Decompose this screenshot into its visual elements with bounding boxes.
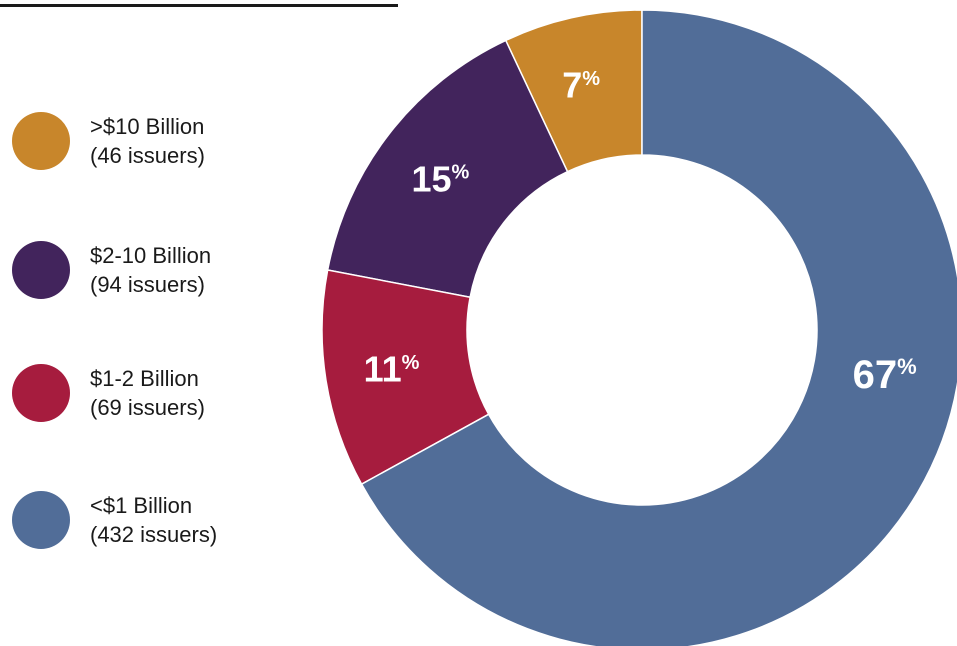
legend-item-1-2-billion: $1-2 Billion (69 issuers): [12, 364, 205, 422]
legend-swatch-gt-10-billion: [12, 112, 70, 170]
legend-item-2-10-billion: $2-10 Billion (94 issuers): [12, 241, 211, 299]
slice-label-1-2-billion: 11%: [364, 349, 420, 390]
slice-label-gt-10-billion: 7%: [562, 65, 600, 106]
legend-label: <$1 Billion: [90, 493, 193, 518]
legend-swatch-2-10-billion: [12, 241, 70, 299]
legend-label: $2-10 Billion: [90, 243, 212, 268]
top-rule: [0, 4, 398, 7]
legend-item-lt-1-billion: <$1 Billion (432 issuers): [12, 491, 217, 549]
legend-sublabel: (432 issuers): [90, 522, 218, 547]
slice-lt-1-billion: [360, 9, 957, 646]
legend-sublabel: (94 issuers): [90, 272, 205, 297]
legend-swatch-lt-1-billion: [12, 491, 70, 549]
legend: >$10 Billion (46 issuers) $2-10 Billion …: [0, 0, 300, 646]
slice-2-10-billion: [326, 39, 569, 299]
legend-item-gt-10-billion: >$10 Billion (46 issuers): [12, 112, 205, 170]
legend-sublabel: (69 issuers): [90, 395, 205, 420]
legend-sublabel: (46 issuers): [90, 143, 205, 168]
legend-label: $1-2 Billion: [90, 366, 199, 391]
slice-label-lt-1-billion: 67%: [853, 353, 917, 397]
legend-label: >$10 Billion: [90, 114, 205, 139]
slice-label-2-10-billion: 15%: [412, 158, 470, 199]
legend-swatch-1-2-billion: [12, 364, 70, 422]
